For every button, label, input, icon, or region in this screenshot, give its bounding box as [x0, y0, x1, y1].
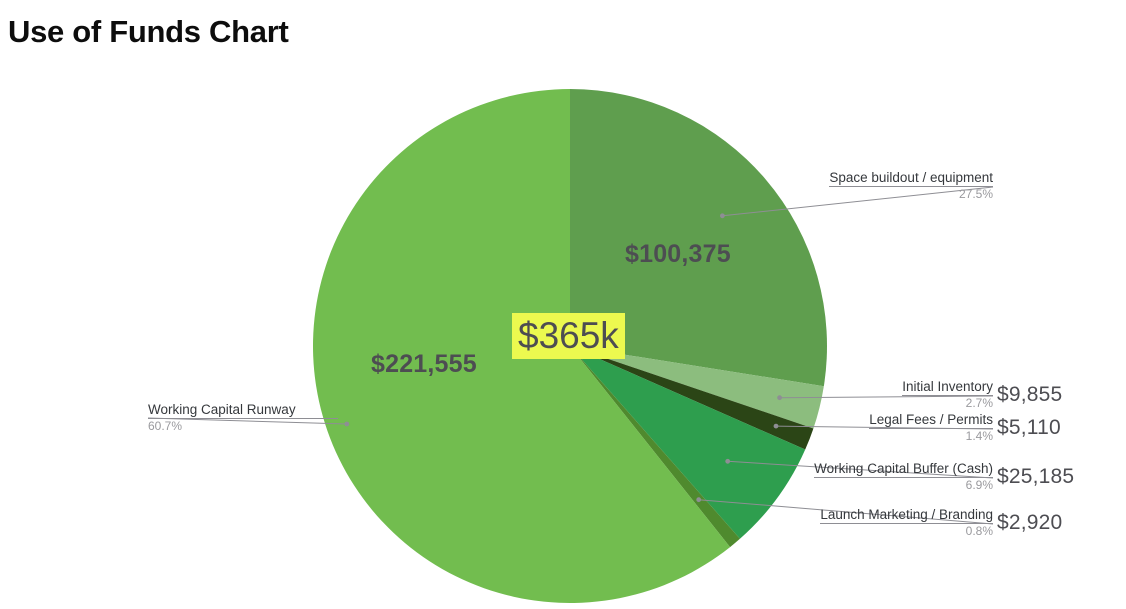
leader-anchor-dot [696, 497, 702, 503]
callout-rule [902, 395, 993, 396]
center-total-label: $365k [512, 313, 625, 359]
callout-legal-fees-permits: Legal Fees / Permits 1.4% [869, 412, 993, 444]
leader-anchor-dot [777, 395, 782, 401]
callout-percent-working-capital-runway: 60.7% [148, 419, 183, 433]
callout-rule [869, 428, 993, 429]
callout-label-legal-fees-permits: Legal Fees / Permits [869, 412, 993, 427]
callout-space-buildout: Space buildout / equipment 27.5% [829, 170, 993, 202]
callout-amount-legal-fees-permits: $5,110 [997, 416, 1061, 439]
leader-anchor-dot [773, 423, 779, 429]
callout-initial-inventory: Initial Inventory 2.7% [902, 379, 993, 411]
leader-anchor-dot [720, 213, 725, 219]
leader-anchor-dot [344, 421, 350, 427]
pie-slice[interactable] [570, 346, 740, 548]
pie-slice[interactable] [570, 346, 814, 450]
callout-label-working-capital-runway: Working Capital Runway [148, 402, 296, 417]
callout-rule [814, 477, 993, 478]
page-title: Use of Funds Chart [8, 14, 289, 49]
leader-line [779, 395, 994, 399]
leader-anchor-dot [725, 458, 731, 464]
callout-percent-working-capital-buffer: 6.9% [965, 478, 993, 492]
callout-working-capital-runway: Working Capital Runway 60.7% [148, 402, 338, 434]
callout-amount-launch-marketing-branding: $2,920 [997, 511, 1063, 534]
callout-launch-marketing-branding: Launch Marketing / Branding 0.8% [820, 507, 993, 539]
leader-line [698, 499, 994, 525]
leader-line-group [147, 186, 994, 525]
slice-value-working-capital-runway: $221,555 [371, 350, 477, 378]
callout-amount-working-capital-buffer: $25,185 [997, 465, 1075, 488]
callout-label-working-capital-buffer: Working Capital Buffer (Cash) [814, 461, 993, 476]
callout-rule [820, 523, 993, 524]
callout-label-launch-marketing-branding: Launch Marketing / Branding [820, 507, 993, 522]
pie-slice[interactable] [570, 346, 824, 429]
slice-value-space-buildout: $100,375 [625, 240, 731, 268]
callout-percent-legal-fees-permits: 1.4% [965, 429, 993, 443]
callout-percent-space-buildout: 27.5% [958, 187, 993, 201]
callout-working-capital-buffer: Working Capital Buffer (Cash) 6.9% [814, 461, 993, 493]
callout-rule [829, 186, 993, 187]
callout-rule [148, 418, 338, 419]
callout-amount-initial-inventory: $9,855 [997, 383, 1063, 406]
callout-percent-launch-marketing-branding: 0.8% [965, 524, 993, 538]
leader-line [722, 186, 994, 217]
callout-label-space-buildout: Space buildout / equipment [829, 170, 993, 185]
leader-line [727, 460, 994, 479]
pie-slice[interactable] [570, 346, 806, 539]
callout-label-initial-inventory: Initial Inventory [902, 379, 993, 394]
callout-percent-initial-inventory: 2.7% [965, 396, 993, 410]
leader-line [147, 417, 347, 425]
pie-slice[interactable] [570, 89, 828, 387]
